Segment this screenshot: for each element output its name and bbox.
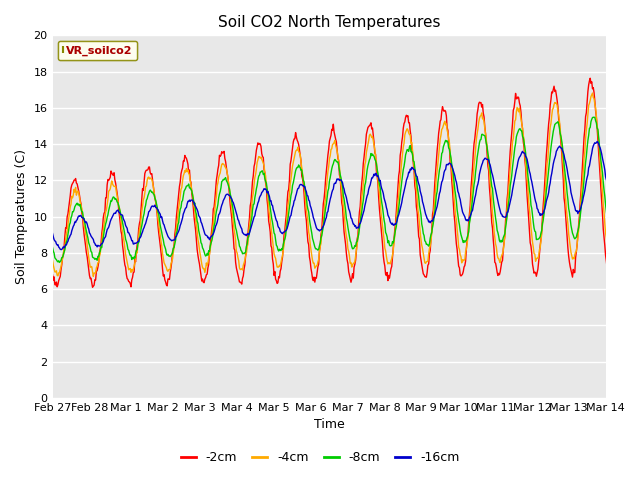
X-axis label: Time: Time (314, 419, 344, 432)
Y-axis label: Soil Temperatures (C): Soil Temperatures (C) (15, 149, 28, 284)
Legend: -2cm, -4cm, -8cm, -16cm: -2cm, -4cm, -8cm, -16cm (175, 446, 465, 469)
Title: Soil CO2 North Temperatures: Soil CO2 North Temperatures (218, 15, 440, 30)
Legend: VR_soilco2: VR_soilco2 (58, 41, 137, 60)
